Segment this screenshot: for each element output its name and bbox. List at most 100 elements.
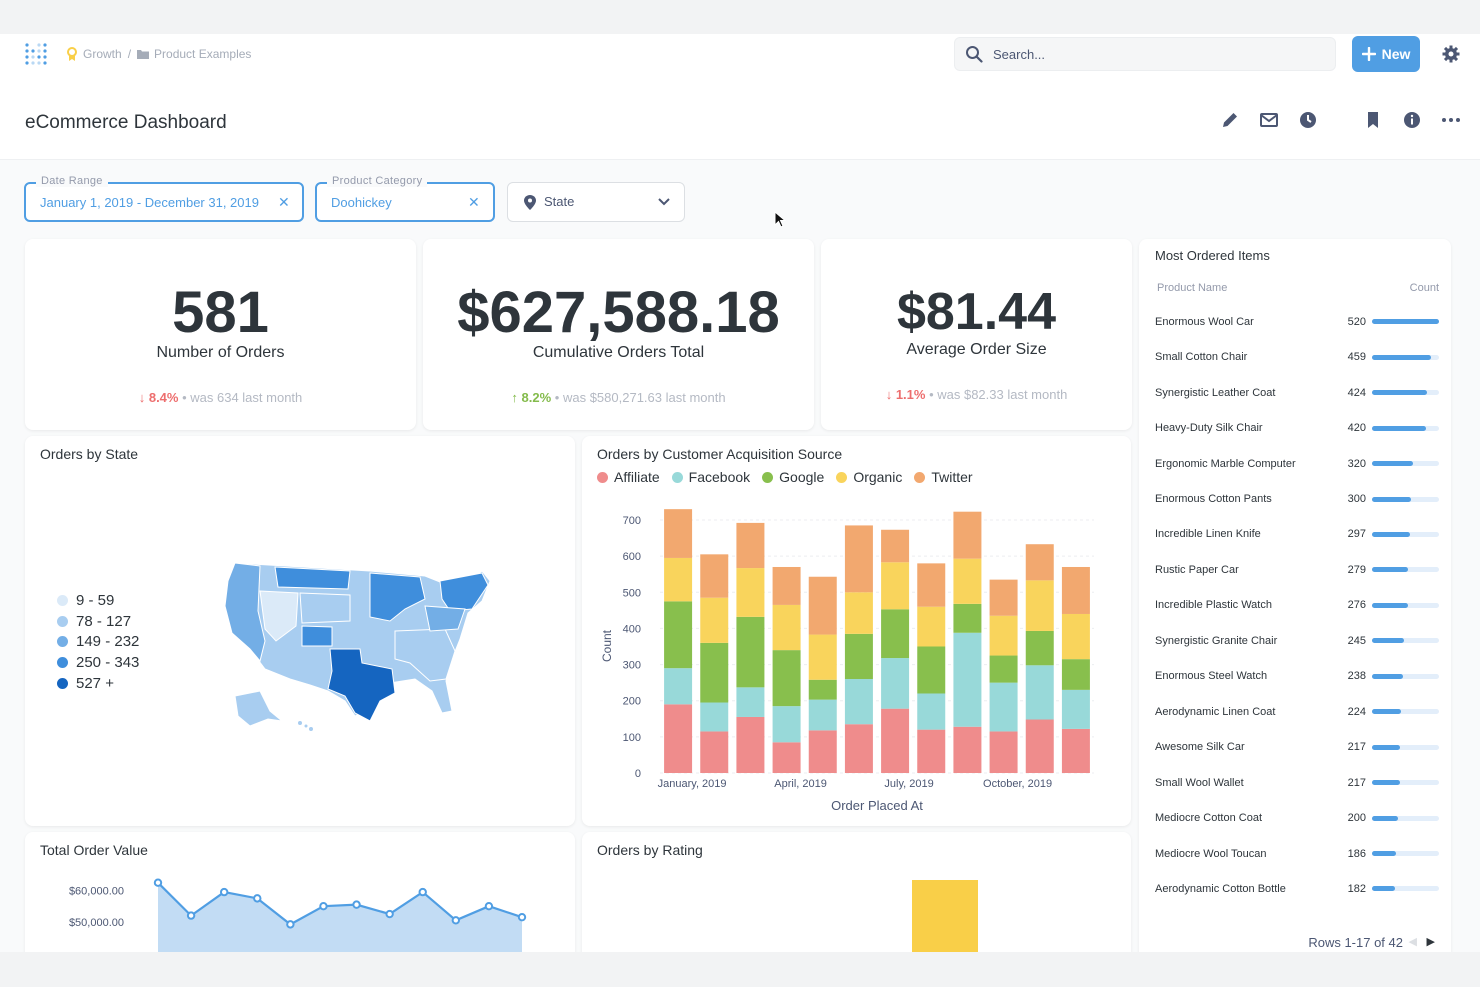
table-row[interactable]: Enormous Steel Watch 238 — [1155, 659, 1439, 695]
breadcrumb-folder[interactable]: Product Examples — [137, 47, 251, 61]
kpi-card-orders[interactable]: 581 Number of Orders ↓ 8.4% • was 634 la… — [25, 239, 416, 430]
area-point[interactable] — [352, 900, 361, 909]
bar-segment-twitter[interactable] — [953, 511, 982, 559]
legend-item[interactable]: Affiliate — [597, 469, 660, 485]
bar-segment-affiliate[interactable] — [700, 731, 729, 773]
area-point[interactable] — [418, 887, 427, 897]
orders-by-rating-card[interactable]: Orders by Rating — [582, 832, 1131, 952]
bar-segment-facebook[interactable] — [953, 632, 982, 727]
bar-segment-organic[interactable] — [953, 558, 982, 604]
most-ordered-items-card[interactable]: Most Ordered Items Product Name Count En… — [1139, 239, 1451, 952]
bar-segment-twitter[interactable] — [989, 579, 1018, 616]
area-point[interactable] — [484, 902, 494, 911]
bar-segment-google[interactable] — [881, 609, 910, 659]
table-row[interactable]: Rustic Paper Car 279 — [1155, 552, 1439, 588]
bar-segment-twitter[interactable] — [772, 566, 801, 605]
table-row[interactable]: Mediocre Wool Toucan 186 — [1155, 836, 1439, 872]
bar-segment-affiliate[interactable] — [1025, 719, 1054, 773]
bar-segment-organic[interactable] — [881, 562, 910, 610]
more-options-icon[interactable] — [1441, 110, 1461, 130]
bar-segment-google[interactable] — [1061, 659, 1090, 690]
bar-segment-facebook[interactable] — [736, 687, 765, 717]
table-row[interactable]: Awesome Silk Car 217 — [1155, 729, 1439, 765]
bar-segment-facebook[interactable] — [881, 658, 910, 709]
area-point[interactable] — [286, 920, 295, 929]
bar-segment-google[interactable] — [700, 642, 729, 703]
table-row[interactable]: Enormous Cotton Pants 300 — [1155, 481, 1439, 517]
bar-segment-twitter[interactable] — [664, 509, 693, 558]
area-point[interactable] — [219, 887, 229, 897]
area-point[interactable] — [186, 911, 196, 920]
bar-segment-google[interactable] — [664, 601, 693, 669]
area-point[interactable] — [385, 909, 394, 919]
bar-segment-twitter[interactable] — [844, 525, 873, 593]
bar-segment-facebook[interactable] — [917, 693, 946, 730]
pencil-icon[interactable] — [1220, 110, 1240, 130]
table-row[interactable]: Small Wool Wallet 217 — [1155, 765, 1439, 801]
bar-segment-affiliate[interactable] — [664, 704, 693, 773]
orders-by-state-card[interactable]: Orders by State 9 - 59 78 - 127 149 - 232 2… — [25, 436, 575, 826]
bar-segment-twitter[interactable] — [1061, 566, 1090, 614]
column-header-count[interactable]: Count — [1409, 282, 1439, 294]
area-point[interactable] — [451, 916, 461, 925]
bar-segment-organic[interactable] — [808, 634, 837, 680]
bar-segment-google[interactable] — [808, 679, 837, 700]
bar-segment-google[interactable] — [772, 650, 801, 707]
table-row[interactable]: Ergonomic Marble Computer 320 — [1155, 446, 1439, 482]
table-row[interactable]: Heavy-Duty Silk Chair 420 — [1155, 410, 1439, 446]
bar-segment-organic[interactable] — [700, 597, 729, 643]
bar-segment-affiliate[interactable] — [953, 726, 982, 773]
bar-segment-twitter[interactable] — [700, 554, 729, 598]
bookmark-icon[interactable] — [1363, 110, 1383, 130]
bar-segment-organic[interactable] — [989, 615, 1018, 656]
stacked-bar-chart[interactable]: 0 100 200 300 400 500 600 700 January, 2019 April… — [582, 436, 1131, 826]
table-row[interactable]: Incredible Plastic Watch 276 — [1155, 588, 1439, 624]
bar-segment-affiliate[interactable] — [917, 729, 946, 773]
bar-segment-facebook[interactable] — [808, 699, 837, 731]
area-point[interactable] — [253, 894, 262, 903]
table-row[interactable]: Synergistic Granite Chair 245 — [1155, 623, 1439, 659]
legend-item[interactable]: Facebook — [671, 469, 750, 485]
bar-segment-affiliate[interactable] — [989, 731, 1018, 773]
state-filter[interactable]: State — [507, 182, 685, 222]
clear-date-range-icon[interactable]: ✕ — [278, 194, 290, 210]
table-row[interactable]: Mediocre Cotton Coat 200 — [1155, 800, 1439, 836]
bar-segment-organic[interactable] — [736, 568, 765, 617]
area-point[interactable] — [517, 912, 527, 922]
bar-segment-google[interactable] — [917, 646, 946, 694]
bar-segment-affiliate[interactable] — [808, 730, 837, 773]
bar-segment-twitter[interactable] — [1025, 544, 1054, 581]
clock-icon[interactable] — [1298, 110, 1318, 130]
new-button[interactable]: New — [1352, 36, 1420, 72]
bar-segment-facebook[interactable] — [1061, 689, 1090, 729]
bar-segment-twitter[interactable] — [881, 529, 910, 563]
bar-segment-facebook[interactable] — [772, 706, 801, 743]
bar-segment-facebook[interactable] — [664, 668, 693, 705]
info-icon[interactable] — [1402, 110, 1422, 130]
orders-by-source-card[interactable]: Orders by Customer Acquisition Source Af… — [582, 436, 1131, 826]
bar-segment-google[interactable] — [989, 655, 1018, 683]
bar-segment-facebook[interactable] — [1025, 665, 1054, 720]
column-header-product-name[interactable]: Product Name — [1157, 282, 1228, 294]
bar-segment-organic[interactable] — [917, 606, 946, 647]
table-row[interactable]: Small Cotton Chair 459 — [1155, 339, 1439, 375]
us-choropleth-map[interactable] — [220, 551, 520, 731]
table-row[interactable]: Synergistic Leather Coat 424 — [1155, 375, 1439, 411]
previous-page-icon[interactable]: ◀ — [1408, 936, 1417, 948]
bar-segment-affiliate[interactable] — [736, 716, 765, 773]
total-order-value-card[interactable]: Total Order Value $60,000.00 $50,000.00 — [25, 832, 575, 952]
kpi-card-average[interactable]: $81.44 Average Order Size ↓ 1.1% • was $… — [821, 239, 1132, 430]
legend-item[interactable]: Organic — [836, 469, 902, 485]
kpi-card-total[interactable]: $627,588.18 Cumulative Orders Total ↑ 8.… — [423, 239, 814, 430]
legend-item[interactable]: Twitter — [914, 469, 973, 485]
breadcrumb-collection[interactable]: Growth — [66, 47, 122, 61]
bar-segment-affiliate[interactable] — [1061, 728, 1090, 773]
bar-segment-affiliate[interactable] — [844, 724, 873, 773]
bar-segment-organic[interactable] — [844, 592, 873, 634]
bar-segment-twitter[interactable] — [808, 576, 837, 635]
bar-segment-facebook[interactable] — [700, 702, 729, 732]
bar-segment-affiliate[interactable] — [881, 708, 910, 773]
bar-segment-organic[interactable] — [1025, 580, 1054, 631]
bar-segment-google[interactable] — [736, 616, 765, 688]
bar-segment-facebook[interactable] — [844, 679, 873, 725]
